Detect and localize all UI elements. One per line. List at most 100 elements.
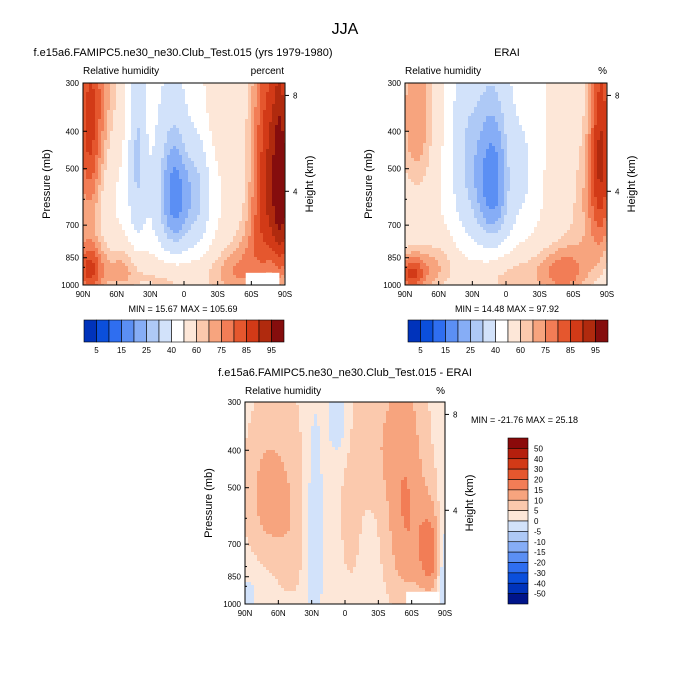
panel-erai-colorbar-swatch <box>420 319 434 343</box>
panel-model-colorbar-swatch <box>258 319 272 343</box>
panel-erai-colorbar-swatch <box>520 319 534 343</box>
panel-difference-colorbar-swatch <box>507 531 529 543</box>
panel-model-colorbar: 5 15 25 40 60 75 85 95 <box>83 319 285 355</box>
panel-model-colorbar-swatch <box>96 319 110 343</box>
panel-model-y-tick-label: 700 <box>66 221 80 230</box>
panel-model-colorbar-swatch <box>108 319 122 343</box>
panel-model: f.e15a6.FAMIPC5.ne30_ne30.Club_Test.015 … <box>33 47 332 355</box>
panel-erai-field <box>405 83 607 285</box>
panel-model-colorbar-label: 95 <box>267 346 276 355</box>
panel-erai-x-tick-label: 90S <box>600 290 614 299</box>
panel-erai-colorbar-label: 95 <box>591 346 600 355</box>
panel-erai-colorbar-label: 25 <box>466 346 475 355</box>
panel-model-colorbar-swatch <box>196 319 210 343</box>
panel-erai: ERAI Relative humidity % MIN = 14.48 MAX… <box>363 47 638 355</box>
panel-model-field-label: Relative humidity <box>83 66 159 77</box>
panel-erai-y-tick-label: 700 <box>388 221 402 230</box>
panel-erai-y-tick-label: 850 <box>388 254 402 263</box>
panel-model-y-axis-label: Pressure (mb) <box>41 149 53 219</box>
panel-model-x-tick-label: 30N <box>143 290 158 299</box>
panel-model-missing-region <box>245 272 280 285</box>
panel-erai-colorbar-swatch <box>545 319 559 343</box>
panel-erai-x-tick-label: 60N <box>431 290 446 299</box>
panel-difference-x-tick-label: 30S <box>371 609 385 618</box>
page-title: JJA <box>332 21 359 38</box>
panel-model-right-axis-label: Height (km) <box>304 156 316 213</box>
panel-difference-colorbar-swatch <box>507 479 529 491</box>
panel-model-field <box>83 83 285 285</box>
panel-erai-colorbar-swatch <box>532 319 546 343</box>
panel-erai-colorbar-swatch <box>445 319 459 343</box>
panel-difference-colorbar-label: -5 <box>534 527 542 536</box>
panel-difference-colorbar-label: 40 <box>534 455 543 464</box>
panel-erai-y-tick-label: 500 <box>388 165 402 174</box>
panel-difference-right-tick-label: 8 <box>453 410 458 419</box>
panel-difference-colorbar-swatch <box>507 520 529 532</box>
panel-difference-colorbar-label: -50 <box>534 590 546 599</box>
panel-difference-colorbar-label: 5 <box>534 507 539 516</box>
panel-difference-y-tick-label: 500 <box>228 484 242 493</box>
panel-erai-title: ERAI <box>494 47 520 59</box>
panel-difference-title: f.e15a6.FAMIPC5.ne30_ne30.Club_Test.015 … <box>218 367 472 379</box>
panel-difference-colorbar-swatch <box>507 582 529 594</box>
panel-difference-y-tick-label: 300 <box>228 398 242 407</box>
panel-model-colorbar-label: 85 <box>242 346 251 355</box>
panel-model-colorbar-label: 5 <box>94 346 99 355</box>
panel-model-x-tick-label: 60S <box>244 290 258 299</box>
panel-model-x-tick-label: 0 <box>182 290 187 299</box>
panel-difference-colorbar-label: -30 <box>534 569 546 578</box>
panel-model-x-tick-label: 60N <box>109 290 124 299</box>
panel-erai-colorbar-label: 75 <box>541 346 550 355</box>
panel-difference-colorbar-swatch <box>507 551 529 563</box>
panel-difference-x-tick-label: 0 <box>343 609 348 618</box>
panel-difference-colorbar-label: -15 <box>534 548 546 557</box>
panel-erai-colorbar-label: 15 <box>441 346 450 355</box>
panel-erai-colorbar-swatch <box>557 319 571 343</box>
panel-model-colorbar-swatch <box>83 319 97 343</box>
panel-difference-colorbar-swatch <box>507 593 529 605</box>
panel-erai-right-tick-label: 4 <box>615 187 620 196</box>
panel-model-right-tick-label: 4 <box>293 187 298 196</box>
panel-difference-colorbar-swatch <box>507 541 529 553</box>
panel-erai-colorbar-label: 85 <box>566 346 575 355</box>
panel-model-colorbar-swatch <box>221 319 235 343</box>
panel-erai-x-tick-label: 60S <box>566 290 580 299</box>
panel-erai-x-tick-label: 0 <box>504 290 509 299</box>
panel-difference-colorbar-swatch <box>507 510 529 522</box>
panel-model-x-tick-label: 90N <box>76 290 91 299</box>
panel-difference-colorbar-swatch <box>507 448 529 460</box>
panel-model-colorbar-swatch <box>146 319 160 343</box>
panel-difference-right-tick-label: 4 <box>453 506 458 515</box>
panel-erai-y-tick-label: 300 <box>388 79 402 88</box>
panel-difference-x-tick-label: 90S <box>438 609 452 618</box>
panel-erai-y-axis-label: Pressure (mb) <box>363 149 375 219</box>
panel-difference-y-tick-label: 700 <box>228 540 242 549</box>
panel-erai-colorbar-swatch <box>482 319 496 343</box>
panel-difference-colorbar-label: 20 <box>534 476 543 485</box>
panel-difference-right-axis-label: Height (km) <box>464 475 476 532</box>
panel-model-units-label: percent <box>251 66 285 77</box>
panel-difference-colorbar-label: 30 <box>534 465 543 474</box>
panel-erai-y-tick-label: 1000 <box>383 281 401 290</box>
panel-difference-colorbar-label: -10 <box>534 538 546 547</box>
panel-difference-y-tick-label: 850 <box>228 573 242 582</box>
panel-model-x-tick-label: 30S <box>211 290 225 299</box>
panel-erai-colorbar-label: 40 <box>491 346 500 355</box>
panel-difference-colorbar-label: -20 <box>534 559 546 568</box>
panel-difference-y-axis-label: Pressure (mb) <box>203 468 215 538</box>
panel-erai-right-tick-label: 8 <box>615 91 620 100</box>
panel-difference: f.e15a6.FAMIPC5.ne30_ne30.Club_Test.015 … <box>203 367 578 618</box>
panel-difference-x-tick-label: 90N <box>238 609 253 618</box>
panel-erai-colorbar-swatch <box>570 319 584 343</box>
panel-model-y-tick-label: 500 <box>66 165 80 174</box>
panel-difference-colorbar-label: 10 <box>534 496 543 505</box>
panel-difference-colorbar-label: 15 <box>534 486 543 495</box>
panel-model-colorbar-label: 15 <box>117 346 126 355</box>
panel-difference-field <box>245 402 445 604</box>
panel-difference-colorbar-swatch <box>507 562 529 574</box>
panel-erai-colorbar: 5 15 25 40 60 75 85 95 <box>407 319 609 355</box>
panel-difference-x-tick-label: 30N <box>304 609 319 618</box>
panel-difference-colorbar-swatch <box>507 499 529 511</box>
